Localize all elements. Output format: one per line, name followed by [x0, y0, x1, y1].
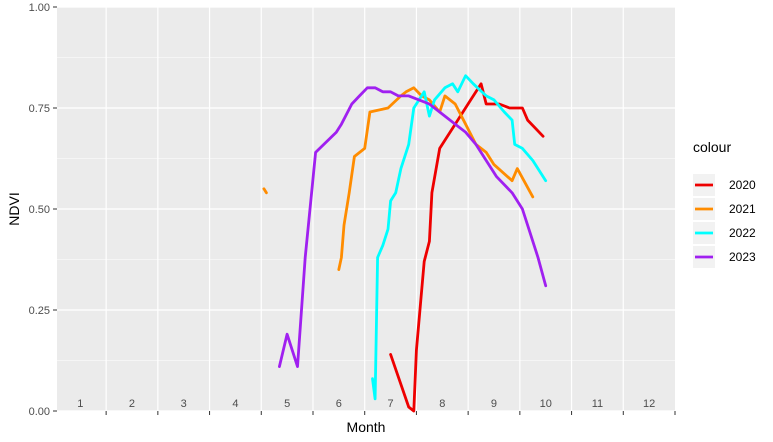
x-tick-label: 6 [336, 398, 342, 410]
legend-label: 2021 [729, 202, 756, 216]
y-tick-label: 0.00 [29, 406, 50, 418]
y-tick-label: 0.75 [29, 103, 50, 115]
legend-label: 2023 [729, 250, 756, 264]
x-tick-label: 8 [439, 398, 445, 410]
x-tick-label: 9 [491, 398, 497, 410]
y-tick-label: 1.00 [29, 2, 50, 14]
y-tick-label: 0.50 [29, 204, 50, 216]
legend-title: colour [693, 139, 731, 155]
series-2020 [389, 82, 545, 413]
x-tick-label: 2 [129, 398, 135, 410]
series-line-2021 [262, 187, 268, 195]
legend-item-2020: 2020 [693, 174, 756, 196]
series-2023 [277, 86, 548, 369]
legend: colour 2020 2021 2022 2023 [693, 139, 756, 268]
series-line-2022 [371, 74, 548, 401]
y-tick-label: 0.25 [29, 305, 50, 317]
y-tick-labels: 0.00 0.25 0.50 0.75 1.00 [29, 2, 50, 418]
series-line-2020 [389, 82, 545, 413]
legend-item-2022: 2022 [693, 222, 756, 244]
x-tick-label: 11 [592, 398, 603, 410]
legend-label: 2022 [729, 226, 756, 240]
x-tick-label: 1 [77, 398, 83, 410]
grid-major [57, 6, 675, 412]
y-axis-ticks [53, 6, 57, 412]
x-tick-label: 10 [540, 398, 552, 410]
series-line-2023 [277, 86, 548, 369]
legend-label: 2020 [729, 178, 756, 192]
x-tick-label: 7 [388, 398, 394, 410]
x-axis-ticks [105, 411, 676, 415]
series-2022 [371, 74, 548, 401]
legend-item-2023: 2023 [693, 246, 756, 268]
x-tick-label: 12 [643, 398, 655, 410]
x-tick-label: 5 [284, 398, 290, 410]
y-axis-title: NDVI [6, 192, 22, 225]
x-tick-label: 4 [232, 398, 238, 410]
x-axis-title: Month [347, 419, 386, 435]
x-tick-labels: 1 2 3 4 5 6 7 8 9 10 11 12 [77, 398, 655, 410]
series-layer [262, 74, 548, 413]
legend-item-2021: 2021 [693, 198, 756, 220]
x-tick-label: 3 [181, 398, 187, 410]
